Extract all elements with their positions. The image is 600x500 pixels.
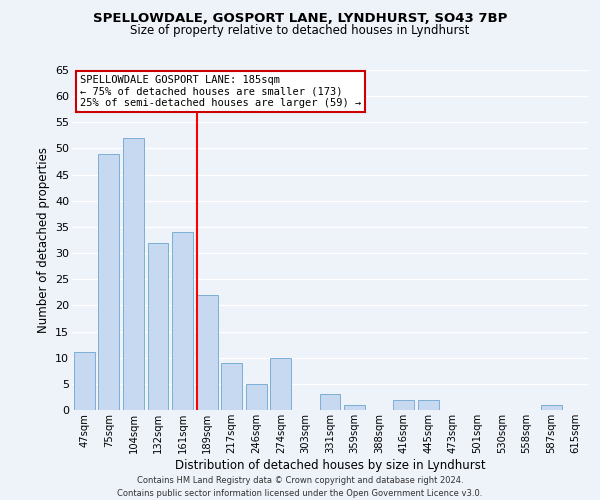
Text: Size of property relative to detached houses in Lyndhurst: Size of property relative to detached ho… [130,24,470,37]
Bar [148,242,169,410]
Text: Contains HM Land Registry data © Crown copyright and database right 2024.
Contai: Contains HM Land Registry data © Crown c… [118,476,482,498]
Bar [246,384,267,410]
Bar [221,363,242,410]
Bar [418,400,439,410]
Bar [74,352,95,410]
Bar [98,154,119,410]
Bar [172,232,193,410]
Bar [197,295,218,410]
X-axis label: Distribution of detached houses by size in Lyndhurst: Distribution of detached houses by size … [175,458,485,471]
Text: SPELLOWDALE, GOSPORT LANE, LYNDHURST, SO43 7BP: SPELLOWDALE, GOSPORT LANE, LYNDHURST, SO… [93,12,507,26]
Bar [393,400,414,410]
Bar [541,405,562,410]
Bar [320,394,340,410]
Bar [123,138,144,410]
Y-axis label: Number of detached properties: Number of detached properties [37,147,50,333]
Text: SPELLOWDALE GOSPORT LANE: 185sqm
← 75% of detached houses are smaller (173)
25% : SPELLOWDALE GOSPORT LANE: 185sqm ← 75% o… [80,75,361,108]
Bar [271,358,292,410]
Bar [344,405,365,410]
